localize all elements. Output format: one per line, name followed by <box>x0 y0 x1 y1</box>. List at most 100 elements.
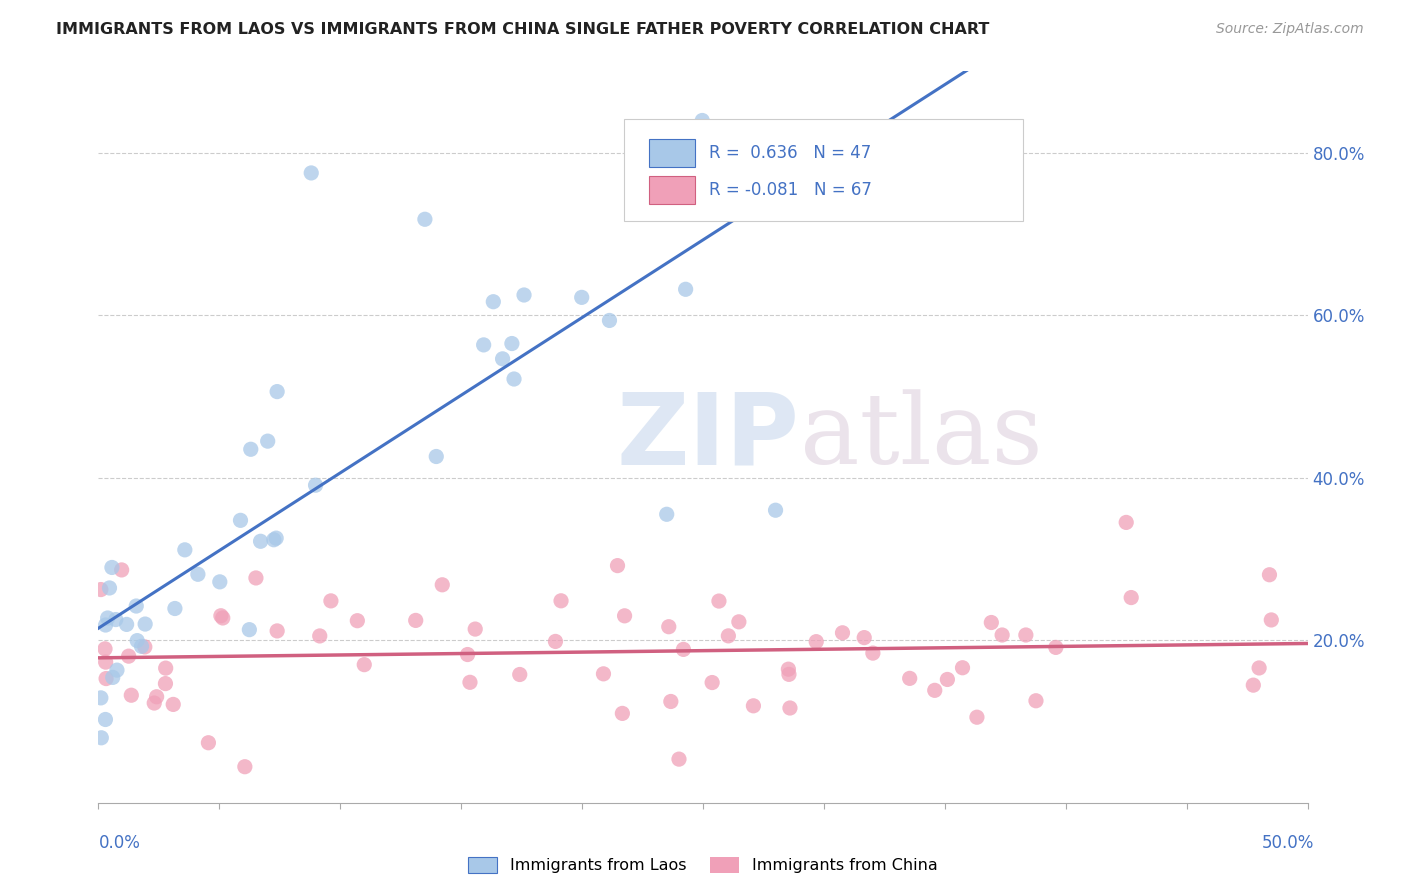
Point <box>101 560 124 574</box>
Point <box>98 581 121 595</box>
Point <box>825 150 848 164</box>
Point <box>101 670 124 684</box>
Point <box>208 574 231 589</box>
FancyBboxPatch shape <box>648 139 695 167</box>
Point <box>125 599 148 613</box>
Point <box>143 696 166 710</box>
Point <box>501 336 523 351</box>
Point <box>405 614 427 628</box>
Point <box>134 617 156 632</box>
Point <box>717 629 740 643</box>
Point <box>266 384 288 399</box>
Text: ZIP: ZIP <box>617 389 800 485</box>
Point <box>1258 567 1281 582</box>
Text: 50.0%: 50.0% <box>1263 834 1315 852</box>
Point <box>229 513 252 527</box>
Point <box>145 690 167 704</box>
Point <box>550 594 572 608</box>
Point <box>513 288 536 302</box>
Point <box>702 675 724 690</box>
Point <box>707 594 730 608</box>
Point <box>606 558 628 573</box>
Point <box>1249 661 1271 675</box>
Point <box>238 623 260 637</box>
Point <box>544 634 567 648</box>
Point <box>1260 613 1282 627</box>
Point <box>1045 640 1067 655</box>
Point <box>90 582 112 597</box>
Text: atlas: atlas <box>800 389 1042 485</box>
Point <box>690 113 713 128</box>
Point <box>104 613 127 627</box>
FancyBboxPatch shape <box>648 176 695 203</box>
Point <box>264 531 287 545</box>
Point <box>765 503 787 517</box>
Point <box>853 631 876 645</box>
Point <box>173 542 195 557</box>
Point <box>659 165 682 179</box>
Point <box>831 625 853 640</box>
Point <box>118 649 141 664</box>
Point <box>353 657 375 672</box>
Point <box>90 731 112 745</box>
Point <box>613 608 636 623</box>
Point <box>197 736 219 750</box>
Point <box>263 533 285 547</box>
Point <box>509 667 531 681</box>
Point <box>94 713 117 727</box>
Point <box>713 160 735 174</box>
Point <box>94 641 117 656</box>
Text: 0.0%: 0.0% <box>98 834 141 852</box>
Point <box>1121 591 1143 605</box>
Point <box>806 634 828 648</box>
Point <box>256 434 278 449</box>
Point <box>458 675 481 690</box>
Point <box>163 601 186 615</box>
Point <box>598 313 620 327</box>
Point <box>233 760 256 774</box>
Point <box>592 666 614 681</box>
Point <box>966 710 988 724</box>
Point <box>457 648 479 662</box>
Point <box>134 640 156 654</box>
Text: R = -0.081   N = 67: R = -0.081 N = 67 <box>709 181 872 199</box>
Point <box>249 534 271 549</box>
Point <box>898 671 921 685</box>
Point <box>779 701 801 715</box>
Point <box>432 578 454 592</box>
Point <box>209 608 232 623</box>
Point <box>464 622 486 636</box>
Point <box>482 294 505 309</box>
Point <box>659 694 682 708</box>
Point <box>299 166 322 180</box>
Point <box>308 629 330 643</box>
Point <box>319 594 342 608</box>
Point <box>675 282 697 296</box>
Point <box>127 633 149 648</box>
Point <box>728 615 751 629</box>
Point <box>304 478 326 492</box>
Point <box>658 620 681 634</box>
Point <box>472 338 495 352</box>
Point <box>94 672 117 686</box>
Point <box>346 614 368 628</box>
Point <box>740 171 762 186</box>
Point <box>571 290 593 304</box>
Point <box>503 372 526 386</box>
Point <box>742 698 765 713</box>
Point <box>980 615 1002 630</box>
Point <box>936 673 959 687</box>
Point <box>413 212 436 227</box>
Legend: Immigrants from Laos, Immigrants from China: Immigrants from Laos, Immigrants from Ch… <box>463 850 943 880</box>
Point <box>90 690 112 705</box>
Point <box>111 563 134 577</box>
Text: R =  0.636   N = 47: R = 0.636 N = 47 <box>709 145 872 162</box>
Point <box>155 661 177 675</box>
Point <box>952 661 974 675</box>
Point <box>491 351 513 366</box>
Point <box>924 683 946 698</box>
Point <box>1241 678 1264 692</box>
Point <box>97 611 120 625</box>
Point <box>1115 516 1137 530</box>
Point <box>131 640 153 654</box>
